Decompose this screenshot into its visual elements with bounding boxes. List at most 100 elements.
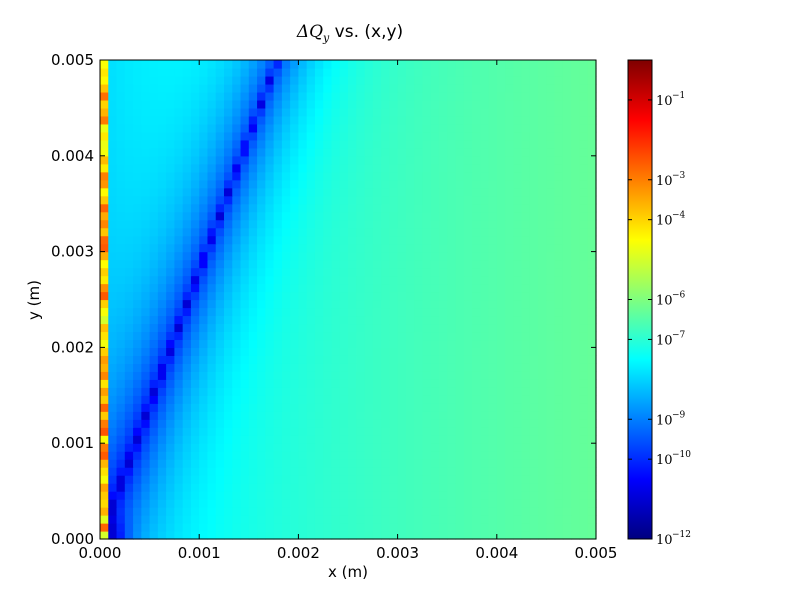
heatmap-cell: [381, 387, 390, 396]
heatmap-cell: [306, 371, 316, 380]
heatmap-cell: [224, 99, 233, 109]
heatmap-cell: [348, 123, 357, 133]
heatmap-cell: [298, 299, 308, 309]
heatmap-cell: [529, 251, 539, 261]
heatmap-cell: [323, 99, 333, 109]
heatmap-cell: [108, 459, 118, 468]
heatmap-cell: [571, 171, 581, 181]
heatmap-cell: [488, 467, 498, 476]
heatmap-cell: [149, 267, 159, 277]
heatmap-cell: [141, 379, 151, 388]
heatmap-cell: [356, 443, 366, 452]
heatmap-cell: [463, 123, 473, 133]
heatmap-cell: [331, 299, 341, 309]
heatmap-cell: [224, 243, 233, 253]
heatmap-cell: [149, 83, 159, 93]
heatmap-cell: [306, 227, 316, 237]
heatmap-cell: [314, 355, 324, 364]
heatmap-cell: [389, 507, 399, 516]
heatmap-cell: [513, 443, 523, 452]
heatmap-cell: [571, 275, 581, 285]
heatmap-cell: [306, 267, 316, 277]
heatmap-cell: [356, 267, 366, 277]
heatmap-cell: [463, 60, 473, 69]
heatmap-cell: [422, 331, 432, 341]
heatmap-cell: [157, 91, 167, 101]
heatmap-cell: [314, 411, 324, 420]
heatmap-cell: [257, 163, 266, 173]
heatmap-cell: [571, 219, 581, 229]
heatmap-cell: [397, 115, 407, 125]
heatmap-cell: [397, 483, 407, 492]
heatmap-cell: [281, 219, 291, 229]
heatmap-cell: [149, 459, 159, 468]
heatmap-cell: [133, 187, 142, 197]
heatmap-cell: [438, 323, 448, 333]
heatmap-cell: [281, 467, 291, 476]
heatmap-cell: [174, 163, 184, 173]
heatmap-cell: [331, 243, 341, 253]
heatmap-cell: [240, 147, 250, 157]
heatmap-cell: [546, 259, 556, 269]
heatmap-cell: [290, 131, 299, 141]
heatmap-cell: [397, 139, 407, 149]
heatmap-cell: [372, 315, 382, 325]
heatmap-cell: [116, 427, 126, 436]
heatmap-cell: [265, 243, 275, 253]
heatmap-cell: [215, 219, 225, 229]
heatmap-cell: [546, 123, 556, 133]
heatmap-cell: [562, 75, 572, 85]
heatmap-cell: [273, 483, 283, 492]
heatmap-cell: [257, 219, 266, 229]
heatmap-cell: [232, 459, 242, 468]
heatmap-cell: [348, 459, 357, 468]
heatmap-cell: [174, 99, 184, 109]
heatmap-cell: [463, 435, 473, 444]
heatmap-cell: [455, 187, 465, 197]
heatmap-cell: [157, 483, 167, 492]
heatmap-cell: [505, 67, 514, 77]
heatmap-cell: [505, 507, 514, 516]
heatmap-cell: [331, 323, 341, 333]
heatmap-cell: [124, 251, 134, 261]
heatmap-cell: [174, 363, 184, 372]
heatmap-cell: [157, 523, 167, 532]
heatmap-cell: [273, 155, 283, 165]
heatmap-cell: [306, 235, 316, 245]
heatmap-cell: [438, 131, 448, 141]
heatmap-cell: [455, 107, 465, 117]
heatmap-cell: [538, 339, 547, 348]
heatmap-cell: [232, 483, 242, 492]
heatmap-cell: [166, 67, 175, 77]
heatmap-cell: [538, 419, 547, 428]
heatmap-cell: [133, 219, 142, 229]
heatmap-cell: [381, 227, 390, 237]
heatmap-cell: [571, 379, 581, 388]
heatmap-cell: [496, 179, 506, 189]
heatmap-cell: [190, 123, 200, 133]
heatmap-cell: [430, 203, 440, 213]
heatmap-cell: [364, 523, 374, 532]
heatmap-cell: [480, 67, 490, 77]
heatmap-cell: [348, 523, 357, 532]
heatmap-cell: [579, 235, 589, 245]
heatmap-cell: [472, 363, 481, 372]
heatmap-cell: [505, 371, 514, 380]
heatmap-cell: [430, 459, 440, 468]
heatmap-cell: [521, 451, 531, 460]
heatmap-cell: [116, 171, 126, 181]
heatmap-cell: [414, 91, 423, 101]
heatmap-cell: [232, 115, 242, 125]
heatmap-cell: [240, 419, 250, 428]
heatmap-cell: [438, 339, 448, 348]
heatmap-cell: [389, 419, 399, 428]
heatmap-cell: [521, 83, 531, 93]
heatmap-cell: [447, 403, 457, 412]
heatmap-cell: [157, 147, 167, 157]
heatmap-cell: [240, 427, 250, 436]
heatmap-cell: [463, 395, 473, 404]
heatmap-cell: [463, 523, 473, 532]
heatmap-cell: [157, 75, 167, 85]
heatmap-cell: [496, 451, 506, 460]
heatmap-cell: [240, 67, 250, 77]
